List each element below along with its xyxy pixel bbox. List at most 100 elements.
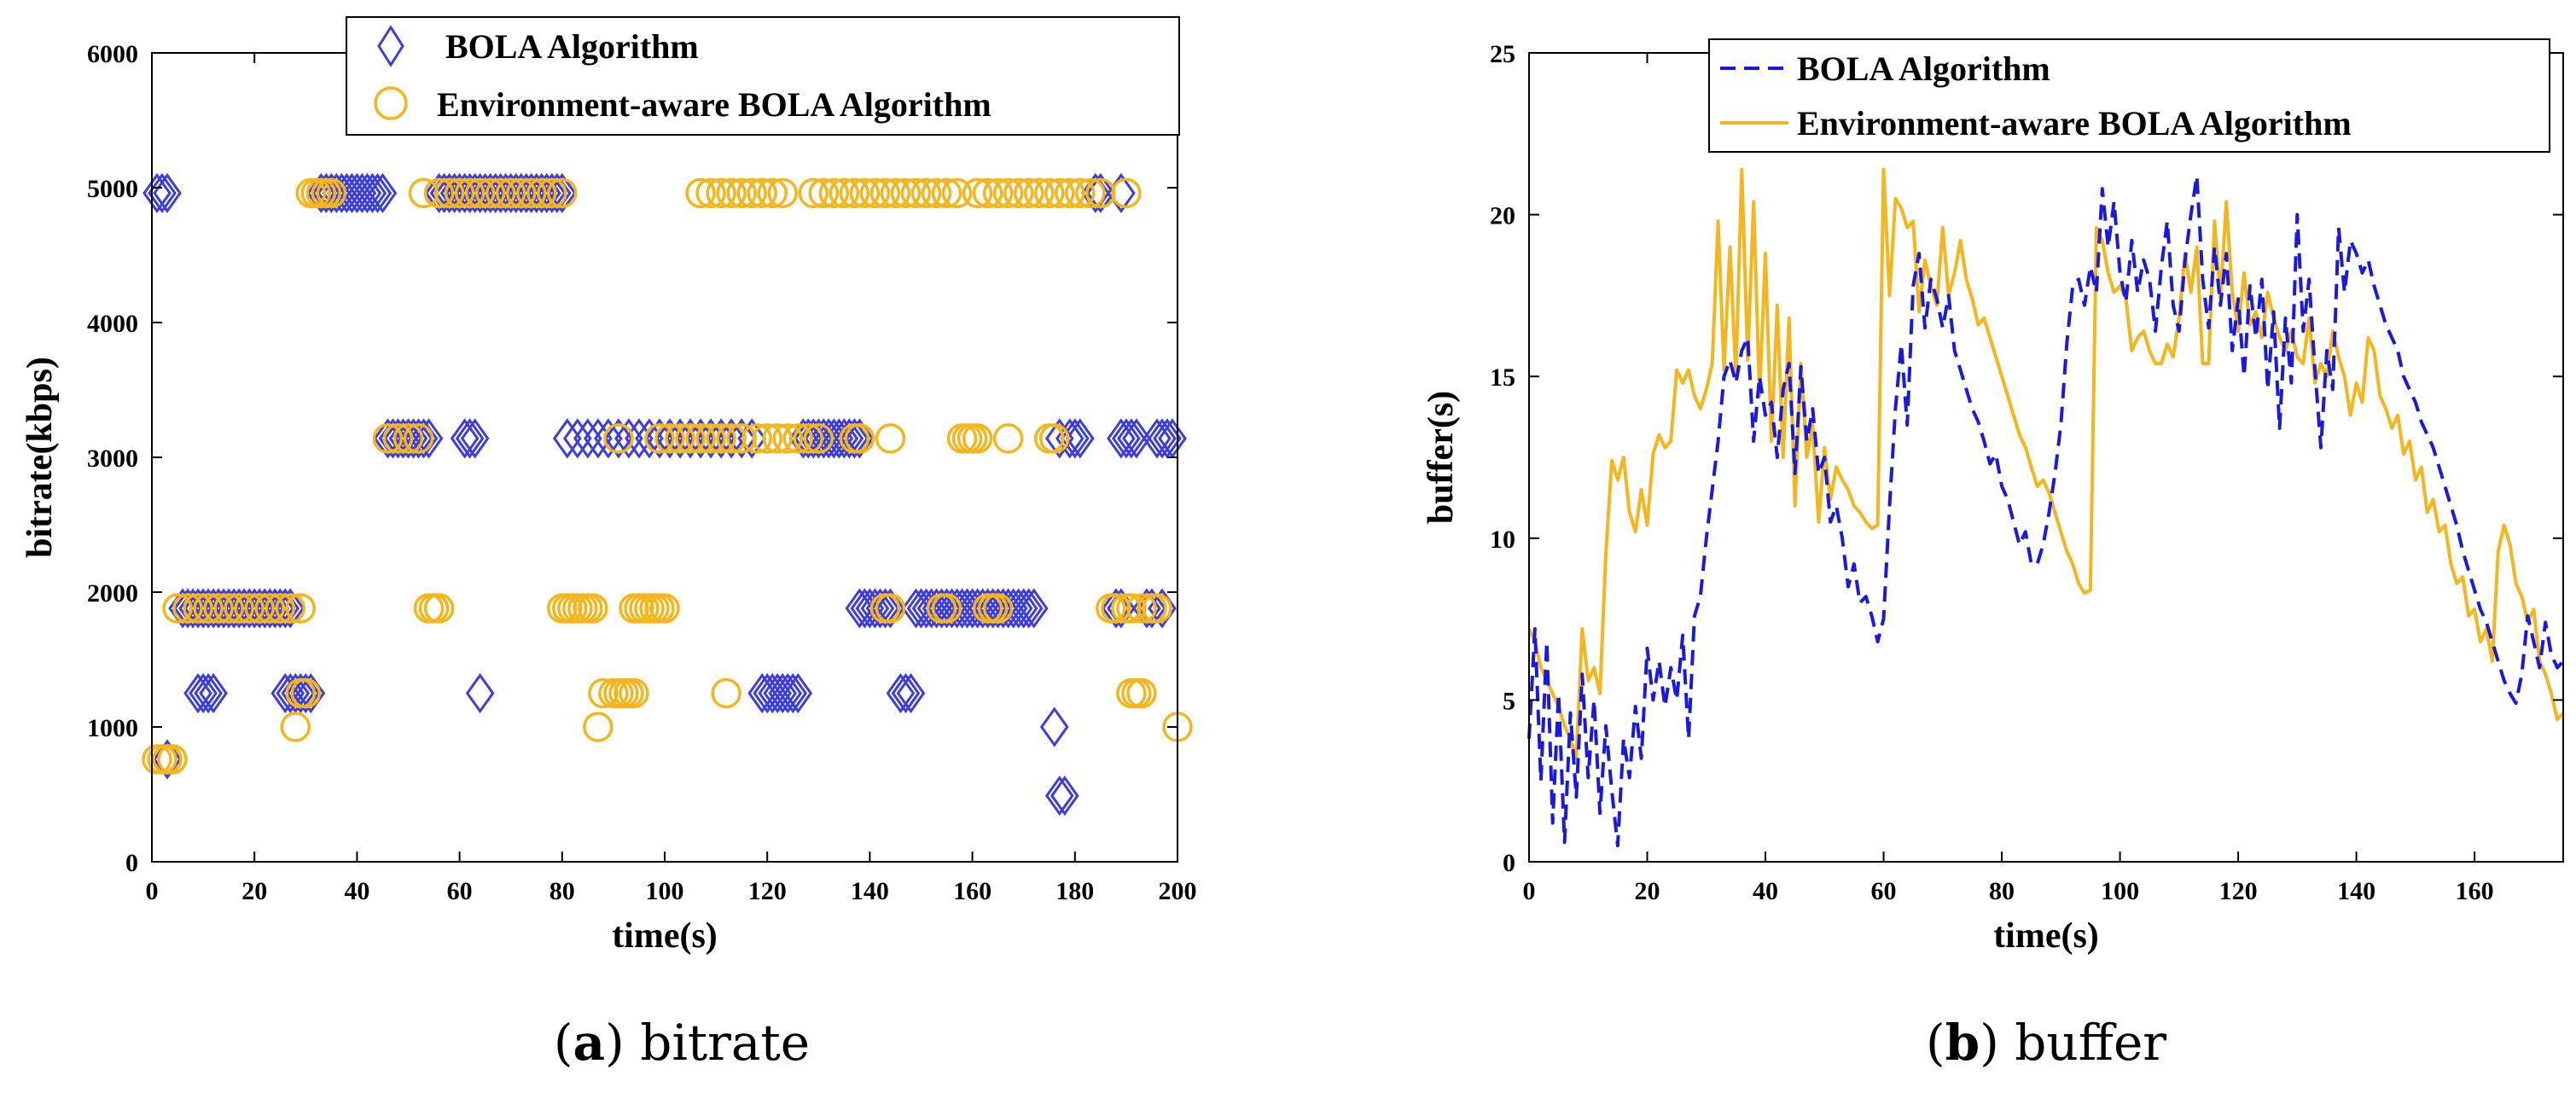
bola-bitrate-point — [758, 672, 788, 714]
bitrate-x-tick-label: 0 — [146, 877, 159, 905]
env-aware-bitrate-point — [265, 593, 295, 624]
bitrate-x-tick-label: 80 — [550, 877, 575, 905]
env-aware-bitrate-point — [515, 177, 547, 209]
env-aware-bitrate-point — [859, 177, 891, 209]
env-aware-bitrate-point — [992, 177, 1024, 209]
buffer-y-tick-label: 5 — [1503, 687, 1515, 715]
legend-diamond-shape — [377, 25, 404, 67]
env-aware-bitrate-point — [408, 177, 439, 209]
env-aware-bitrate-point — [603, 423, 634, 454]
bitrate-y-axis-label: bitrate(kbps) — [20, 357, 60, 558]
bola-bitrate-point — [460, 418, 490, 459]
env-aware-bitrate-point — [316, 177, 347, 209]
bitrate-legend-box — [346, 16, 1180, 136]
env-aware-bitrate-point — [767, 177, 798, 209]
buffer-y-tick-label: 20 — [1490, 202, 1515, 230]
env-aware-bitrate-point — [921, 177, 952, 209]
bitrate-legend-diamond-marker — [377, 25, 404, 67]
bola-bitrate-point — [1148, 418, 1177, 459]
bitrate-x-tick-label: 60 — [447, 877, 473, 905]
env-aware-bitrate-point — [890, 177, 922, 209]
env-aware-bitrate-point — [982, 593, 1014, 624]
bitrate-legend-entry-env-aware: Environment-aware BOLA Algorithm — [437, 85, 991, 124]
buffer-x-tick-label: 40 — [1753, 877, 1778, 905]
bola-bitrate-point — [901, 588, 931, 629]
bola-bitrate-point — [1039, 706, 1069, 747]
env-aware-bitrate-point — [1003, 177, 1034, 209]
buffer-x-tick-label: 0 — [1523, 877, 1536, 905]
env-aware-bitrate-point — [1142, 593, 1172, 624]
bola-bitrate-point — [614, 418, 643, 459]
bola-bitrate-point — [189, 672, 218, 714]
buffer-x-tick-label: 140 — [2337, 877, 2375, 905]
bitrate-x-tick-label: 180 — [1055, 877, 1094, 905]
bitrate-chart: 0 20 40 60 80 100 120 140 160 180 2000100020003000… — [20, 16, 1197, 956]
bitrate-x-tick-label: 160 — [953, 877, 991, 905]
env-aware-bitrate-point — [1126, 593, 1157, 624]
bola-bitrate-point — [783, 672, 813, 714]
env-aware-bitrate-point — [1085, 177, 1116, 209]
bola-bitrate-point — [747, 672, 777, 714]
env-aware-bitrate-point — [736, 177, 767, 209]
bola-bitrate-point — [562, 418, 592, 459]
bola-bitrate-point — [1014, 588, 1044, 629]
bola-buffer-line — [1527, 174, 2565, 847]
env-aware-bitrate-point — [941, 177, 973, 209]
env-aware-buffer-line — [1527, 167, 2565, 760]
caption-a: (a) bitrate — [554, 1014, 810, 1072]
env-aware-bitrate-point — [244, 593, 275, 624]
env-aware-bitrate-point — [665, 423, 695, 454]
bitrate-plot-frame — [151, 52, 1178, 863]
buffer-y-tick-label: 25 — [1490, 40, 1515, 68]
bola-bitrate-point — [1019, 588, 1049, 629]
bola-bitrate-point — [1065, 418, 1095, 459]
env-aware-bitrate-point — [798, 177, 829, 209]
env-aware-bitrate-point — [203, 593, 234, 624]
buffer-y-tick-label: 10 — [1490, 526, 1515, 554]
bola-bitrate-point — [1107, 418, 1136, 459]
bola-bitrate-point — [450, 418, 480, 459]
env-aware-bitrate-point — [505, 177, 537, 209]
bitrate-scatter-marks — [142, 172, 1193, 817]
bola-bitrate-point — [368, 172, 398, 213]
env-aware-bitrate-point — [213, 593, 244, 624]
env-aware-bitrate-point — [762, 423, 793, 454]
bola-bitrate-point — [1112, 418, 1141, 459]
buffer-legend-entry-env-aware: Environment-aware BOLA Algorithm — [1797, 104, 2352, 142]
bola-bitrate-point — [763, 672, 793, 714]
env-aware-bitrate-point — [619, 677, 649, 709]
bitrate-legend: BOLA Algorithm Environment-aware BOLA Al… — [346, 16, 1180, 136]
env-aware-bitrate-point — [372, 423, 404, 454]
env-aware-bitrate-point — [583, 712, 613, 742]
bola-bitrate-point — [942, 588, 972, 629]
env-aware-bitrate-point — [423, 593, 455, 624]
bola-bitrate-point — [594, 418, 623, 459]
env-aware-bitrate-point — [757, 177, 788, 209]
env-aware-bitrate-point — [403, 423, 434, 454]
bola-bitrate-point — [845, 588, 875, 629]
env-aware-bitrate-point — [875, 593, 906, 624]
env-aware-bitrate-point — [772, 423, 803, 454]
bola-bitrate-point — [573, 418, 602, 459]
bola-bitrate-point — [194, 672, 223, 714]
buffer-y-tick-label: 0 — [1503, 849, 1515, 877]
bola-bitrate-point — [1044, 775, 1074, 817]
env-aware-bitrate-point — [578, 593, 608, 624]
env-aware-bitrate-point — [931, 593, 962, 624]
env-aware-bitrate-point — [444, 177, 475, 209]
env-aware-bitrate-point — [485, 177, 516, 209]
env-aware-bitrate-point — [910, 177, 942, 209]
bola-bitrate-point — [142, 172, 172, 213]
bitrate-y-tick-label: 2000 — [87, 579, 138, 608]
buffer-x-axis-label: time(s) — [1993, 916, 2099, 956]
env-aware-bitrate-point — [1013, 177, 1044, 209]
env-aware-bitrate-point — [1039, 423, 1070, 454]
bitrate-y-tick-label: 4000 — [87, 310, 138, 338]
bola-bitrate-point — [1153, 418, 1182, 459]
bitrate-x-tick-label: 40 — [344, 877, 369, 905]
env-aware-bitrate-point — [162, 593, 193, 624]
env-aware-bitrate-point — [254, 593, 285, 624]
bitrate-x-tick-label: 140 — [851, 877, 889, 905]
bola-bitrate-point — [363, 172, 393, 213]
